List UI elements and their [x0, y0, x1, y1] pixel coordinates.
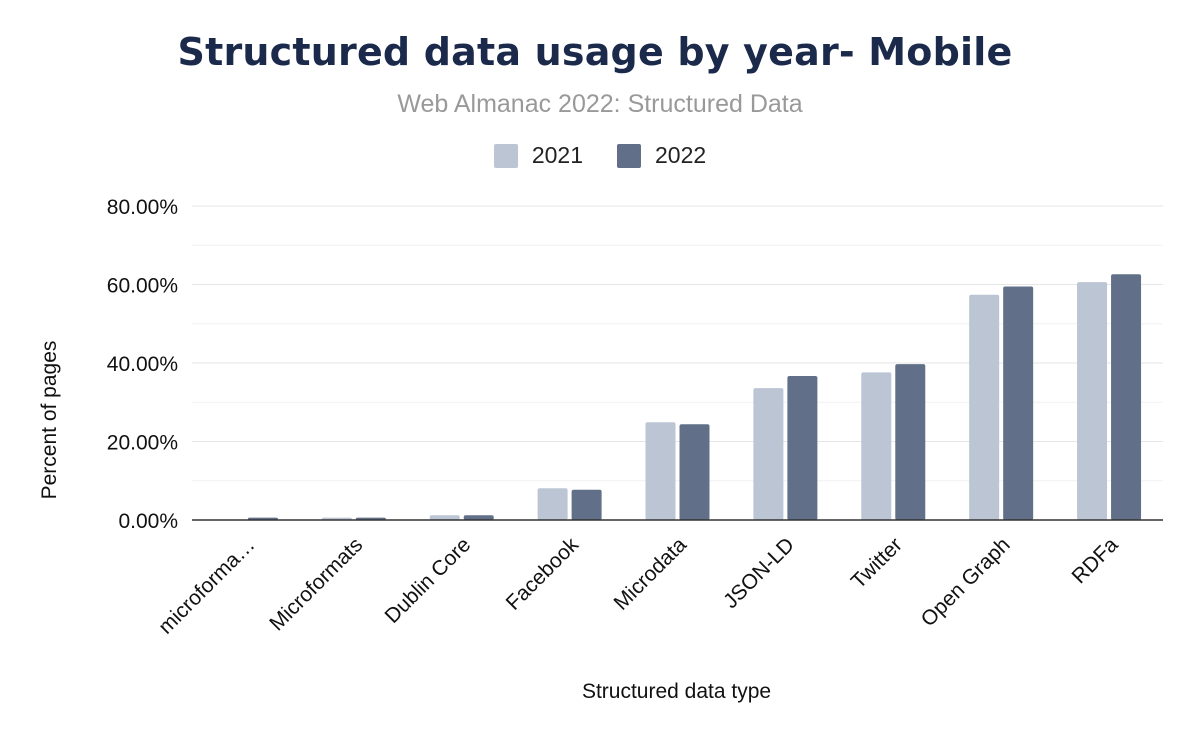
x-tick-label: RDFa [1068, 533, 1123, 588]
bar-2022-7 [895, 364, 926, 520]
x-tick-label: Facebook [502, 533, 584, 615]
x-tick-label: Microdata [610, 533, 692, 615]
bar-2021-9 [1077, 282, 1108, 520]
bar-2021-8 [969, 294, 1000, 520]
y-axis-title: Percent of pages [38, 341, 61, 500]
legend-label-2022: 2022 [655, 142, 707, 168]
bar-2022-3 [463, 515, 494, 520]
legend-swatch-2021 [493, 143, 518, 168]
bar-2021-7 [861, 372, 892, 520]
x-tick-label: Dublin Core [381, 533, 476, 628]
legend-item-2021[interactable]: 2021 [493, 142, 583, 169]
y-tick-label: 20.00% [107, 432, 178, 455]
bar-2021-4 [537, 488, 568, 520]
x-tick-label: Microformats [265, 533, 367, 635]
x-tick-label: JSON-LD [719, 533, 799, 613]
x-tick-label: microforma… [154, 533, 259, 638]
x-axis-title: Structured data type [582, 680, 771, 703]
bar-2021-3 [429, 515, 460, 520]
bar-2022-4 [571, 489, 602, 520]
y-tick-label: 80.00% [107, 196, 178, 219]
legend-item-2022[interactable]: 2022 [617, 142, 706, 169]
bar-2022-6 [787, 375, 818, 520]
y-tick-label: 60.00% [107, 275, 178, 298]
y-tick-label: 40.00% [107, 353, 178, 376]
x-tick-label: Open Graph [917, 533, 1015, 631]
chart-subtitle: Web Almanac 2022: Structured Data [397, 90, 803, 118]
bar-2022-5 [679, 424, 710, 520]
bar-2021-5 [645, 422, 676, 520]
y-tick-label: 0.00% [118, 510, 178, 533]
bar-2021-6 [753, 388, 784, 520]
legend-swatch-2022 [617, 143, 641, 168]
bar-2022-8 [1003, 286, 1034, 520]
bar-2022-9 [1111, 274, 1142, 520]
legend: 2021 2022 [0, 142, 1200, 169]
legend-label-2021: 2021 [531, 142, 583, 168]
chart-title: Structured data usage by year- Mobile [177, 30, 1013, 74]
x-tick-label: Twitter [847, 533, 907, 593]
